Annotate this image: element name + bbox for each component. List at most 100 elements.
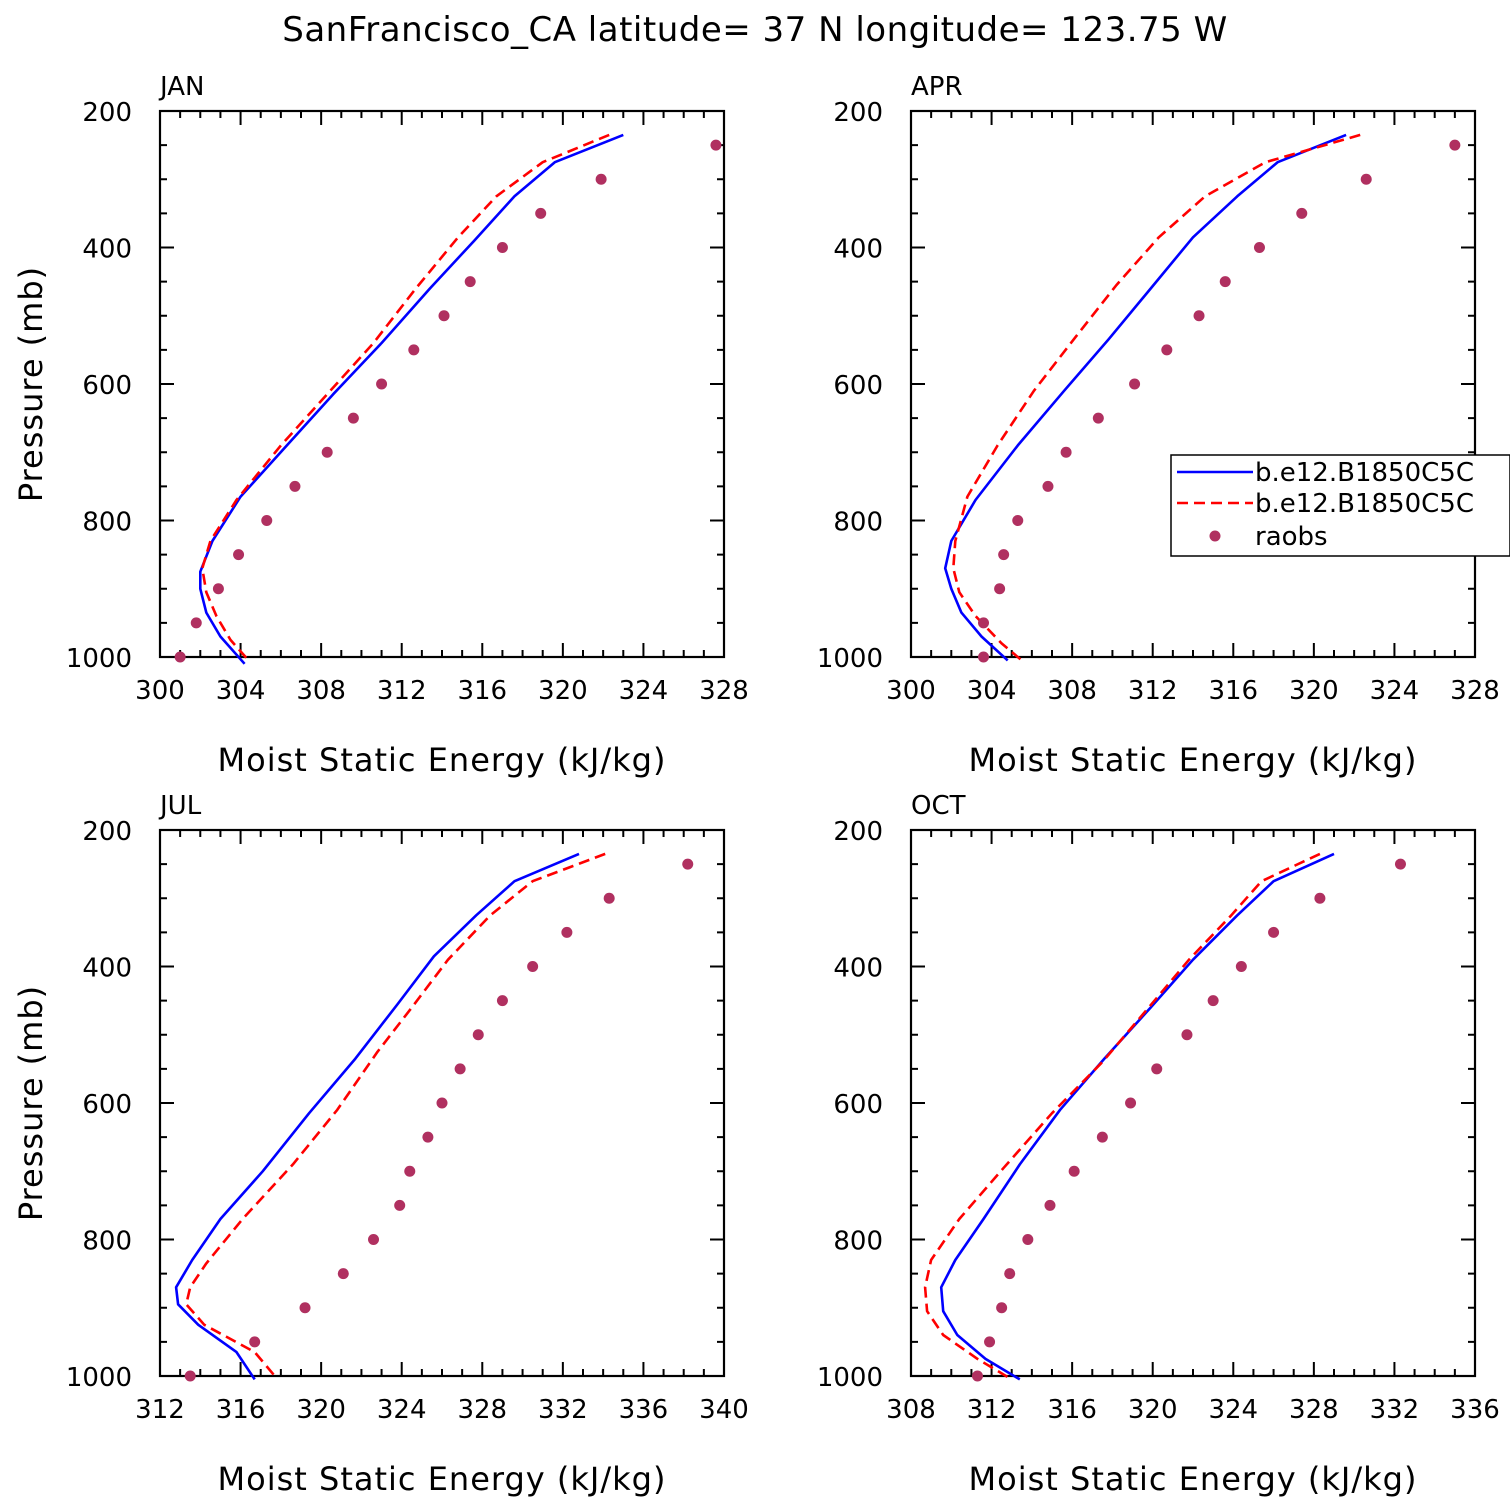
- x-tick-label: 340: [699, 1395, 749, 1425]
- raobs-point: [436, 1097, 448, 1109]
- raobs-point: [368, 1234, 380, 1245]
- raobs-point: [971, 1370, 983, 1382]
- x-tick-label: 328: [699, 676, 749, 706]
- raobs-point: [299, 1302, 311, 1314]
- x-tick-label: 332: [538, 1395, 588, 1425]
- x-tick-label: 336: [619, 1395, 669, 1425]
- y-tick-label: 400: [833, 235, 883, 265]
- series-line-dashed: [951, 133, 1361, 662]
- raobs-point: [404, 1165, 416, 1177]
- legend-entry: raobs: [1255, 522, 1328, 552]
- panel-jan: JAN 300 304 308 312 316 320 324 328 200 400 600 800 1…: [12, 72, 749, 779]
- raobs-point: [1004, 1268, 1016, 1280]
- y-tick-label: 200: [82, 817, 132, 847]
- x-tick-label: 316: [216, 1395, 266, 1425]
- raobs-point: [1193, 310, 1205, 322]
- plot-frame: [909, 828, 1477, 1378]
- raobs-point: [978, 651, 990, 663]
- y-axis-label: Pressure (mb): [12, 266, 50, 502]
- raobs-point: [710, 139, 722, 151]
- raobs-point: [1219, 276, 1231, 288]
- series-line-dashed: [201, 133, 610, 662]
- x-tick-label: 320: [296, 1395, 346, 1425]
- raobs-point: [249, 1336, 261, 1348]
- raobs-point: [1235, 961, 1247, 972]
- raobs-point: [496, 242, 508, 253]
- x-tick-label: 336: [1450, 1395, 1500, 1425]
- y-tick-label: 200: [833, 98, 883, 128]
- x-axis-label: Moist Static Energy (kJ/kg): [218, 1460, 667, 1498]
- series-line-solid: [939, 852, 1335, 1381]
- raobs-point: [1253, 242, 1265, 253]
- raobs-point: [561, 926, 573, 938]
- x-tick-label: 300: [135, 676, 185, 706]
- x-tick-label: 312: [1128, 676, 1178, 706]
- raobs-point: [1207, 995, 1219, 1007]
- raobs-point: [984, 1336, 996, 1348]
- raobs-point: [1161, 344, 1173, 356]
- panel-label: APR: [911, 72, 963, 102]
- series-line-solid: [174, 852, 580, 1381]
- x-tick-label: 324: [1208, 1395, 1258, 1425]
- raobs-point: [1060, 446, 1072, 458]
- x-tick-label: 304: [216, 676, 266, 706]
- raobs-point: [682, 858, 694, 870]
- raobs-point: [1181, 1029, 1193, 1041]
- legend-entry: b.e12.B1850C5C: [1255, 489, 1474, 519]
- y-tick-label: 800: [833, 1227, 883, 1257]
- x-axis-label: Moist Static Energy (kJ/kg): [969, 1460, 1418, 1498]
- x-axis-label: Moist Static Energy (kJ/kg): [969, 741, 1418, 779]
- raobs-point: [1449, 139, 1461, 151]
- y-tick-label: 1000: [817, 644, 883, 674]
- raobs-point: [464, 276, 476, 288]
- y-tick-label: 200: [833, 817, 883, 847]
- raobs-point: [289, 480, 301, 492]
- raobs-point: [408, 344, 420, 356]
- panel-apr: APR 300 304 308 312 316 320 324 328 200 400 600 800 1…: [817, 72, 1510, 779]
- raobs-point: [1296, 207, 1308, 219]
- raobs-point: [174, 651, 186, 663]
- raobs-point: [1068, 1165, 1080, 1177]
- x-tick-label: 316: [1208, 676, 1258, 706]
- x-tick-label: 320: [538, 676, 588, 706]
- y-tick-label: 600: [82, 371, 132, 401]
- y-tick-label: 400: [82, 235, 132, 265]
- plot-frame: [158, 109, 726, 659]
- page-title: SanFrancisco_CA latitude= 37 N longitude…: [282, 10, 1228, 50]
- y-tick-label: 600: [82, 1090, 132, 1120]
- x-tick-label: 308: [296, 676, 346, 706]
- y-tick-label: 800: [82, 508, 132, 538]
- raobs-point: [1044, 1199, 1056, 1211]
- raobs-point: [998, 549, 1010, 561]
- x-tick-label: 312: [967, 1395, 1017, 1425]
- raobs-point: [454, 1063, 466, 1075]
- y-tick-label: 400: [82, 954, 132, 984]
- x-tick-label: 312: [377, 676, 427, 706]
- raobs-point: [321, 446, 333, 458]
- raobs-point: [1092, 412, 1104, 424]
- raobs-point: [1360, 173, 1372, 185]
- y-tick-label: 800: [82, 1227, 132, 1257]
- raobs-point: [1022, 1234, 1034, 1245]
- x-tick-label: 324: [1370, 676, 1420, 706]
- y-tick-label: 600: [833, 1090, 883, 1120]
- raobs-point: [376, 378, 388, 390]
- raobs-point: [1096, 1131, 1108, 1143]
- plot-frame: [909, 109, 1477, 659]
- x-tick-label: 316: [1047, 1395, 1097, 1425]
- raobs-point: [212, 583, 224, 595]
- legend-marker: [1209, 530, 1221, 542]
- x-tick-label: 312: [135, 1395, 185, 1425]
- raobs-point: [184, 1370, 196, 1382]
- panel-label: JAN: [158, 72, 204, 102]
- y-axis-label: Pressure (mb): [12, 985, 50, 1221]
- x-tick-label: 308: [886, 1395, 936, 1425]
- y-tick-label: 400: [833, 954, 883, 984]
- series-line-dashed: [184, 852, 606, 1377]
- x-tick-label: 328: [1450, 676, 1500, 706]
- raobs-point: [394, 1199, 406, 1211]
- panel-jul: JUL 312 316 320 324 328 332 336 340 200 400 600 800 1…: [12, 791, 749, 1498]
- y-tick-label: 1000: [66, 1363, 132, 1393]
